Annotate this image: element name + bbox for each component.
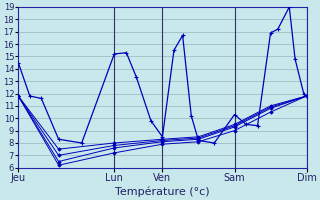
X-axis label: Température (°c): Température (°c) bbox=[115, 186, 210, 197]
